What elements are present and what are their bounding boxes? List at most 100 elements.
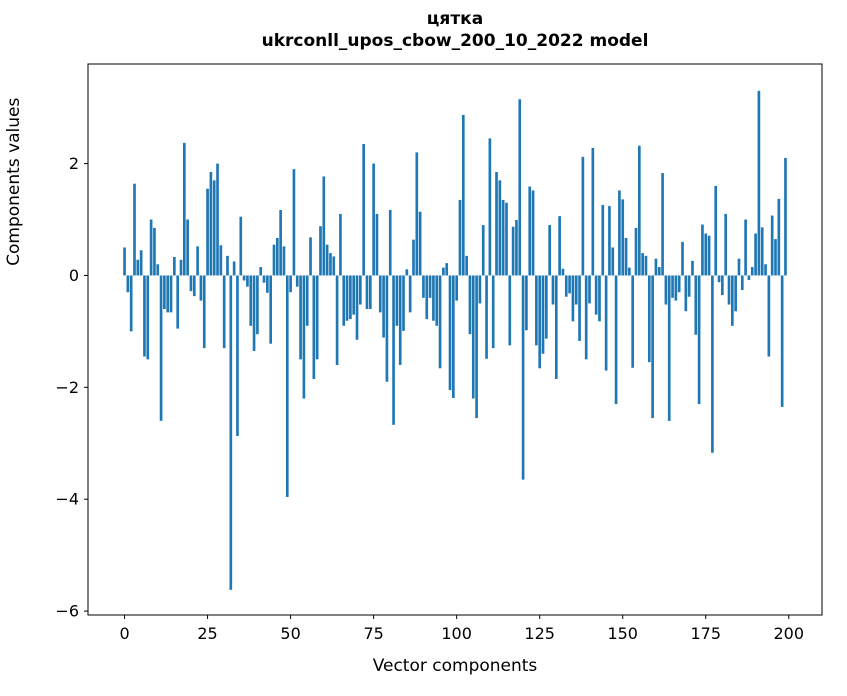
bar <box>744 219 747 276</box>
bar <box>123 247 126 276</box>
bar <box>378 275 382 313</box>
bar <box>561 268 565 276</box>
bar <box>133 183 136 276</box>
x-tick-label: 50 <box>280 624 300 643</box>
x-tick-label: 200 <box>774 624 805 643</box>
bar <box>236 275 239 436</box>
bar <box>465 255 468 276</box>
bar <box>322 176 326 276</box>
bar <box>541 275 545 354</box>
bar <box>368 275 372 310</box>
bar <box>571 275 575 322</box>
bar <box>388 210 392 276</box>
bar <box>335 275 339 365</box>
bar <box>531 190 535 276</box>
bar <box>485 275 488 359</box>
bar <box>432 275 435 321</box>
bar <box>770 215 774 276</box>
bar <box>551 275 555 305</box>
bar <box>442 267 445 276</box>
bar <box>604 275 608 371</box>
bar <box>329 253 332 276</box>
bar <box>412 239 415 276</box>
bar <box>173 256 176 276</box>
bar <box>385 275 389 382</box>
bar <box>684 275 688 312</box>
bar <box>638 145 641 276</box>
bar <box>538 275 542 369</box>
bar <box>428 275 432 298</box>
bar <box>342 275 346 326</box>
bar <box>488 138 492 276</box>
bar <box>242 275 246 281</box>
bar <box>186 219 189 276</box>
bar <box>153 227 156 276</box>
bar <box>365 275 369 310</box>
bar <box>206 188 209 276</box>
x-axis-label: Vector components <box>372 656 538 676</box>
bar <box>521 275 525 480</box>
bar <box>734 275 737 312</box>
bar <box>568 275 571 294</box>
bar <box>209 171 213 276</box>
bar <box>339 213 342 276</box>
bar <box>315 275 319 360</box>
bar <box>591 147 595 276</box>
x-tick-label: 75 <box>363 624 383 643</box>
bar <box>501 199 505 276</box>
bar <box>458 199 462 276</box>
bar <box>372 163 375 276</box>
bar <box>711 275 714 453</box>
bar <box>252 275 256 351</box>
bar <box>262 275 266 283</box>
chart-title-block: цятка ukrconll_upos_cbow_200_10_2022 mod… <box>88 8 822 52</box>
bar <box>239 216 243 276</box>
axes-spines <box>87 63 823 616</box>
bar <box>352 275 356 315</box>
bar <box>631 275 635 368</box>
bar <box>724 213 728 276</box>
bar <box>285 275 289 497</box>
bar <box>737 258 741 276</box>
y-tick-label: 0 <box>69 266 79 285</box>
bar <box>182 142 186 276</box>
bar <box>525 275 528 331</box>
y-tick-label: −4 <box>55 490 79 509</box>
bar <box>511 226 515 276</box>
bar <box>701 224 704 276</box>
bar <box>295 275 299 287</box>
bar <box>495 171 498 276</box>
bar <box>681 241 684 276</box>
bar <box>764 264 767 276</box>
bar <box>671 275 674 298</box>
bar <box>545 275 548 339</box>
bar <box>481 225 485 276</box>
bar <box>661 173 664 276</box>
bar <box>691 260 694 276</box>
bar <box>169 275 173 313</box>
bar <box>312 275 316 379</box>
bar <box>438 275 442 369</box>
bar <box>325 244 329 276</box>
bar <box>408 275 412 313</box>
bar <box>601 204 605 276</box>
bar <box>574 275 578 305</box>
bar <box>163 275 166 310</box>
bar <box>345 275 349 321</box>
bar <box>302 275 306 399</box>
x-tick-label: 150 <box>607 624 638 643</box>
bar <box>468 275 472 335</box>
bar <box>216 163 219 276</box>
bar <box>641 253 644 276</box>
bar <box>657 267 661 276</box>
bar <box>644 255 648 276</box>
x-tick-label: 0 <box>119 624 129 643</box>
bar <box>687 275 691 297</box>
bar <box>226 255 229 276</box>
bar <box>249 275 253 326</box>
bar <box>219 245 223 276</box>
bar <box>455 275 458 301</box>
bar <box>491 275 495 349</box>
bar <box>750 267 754 276</box>
bar <box>309 237 312 276</box>
